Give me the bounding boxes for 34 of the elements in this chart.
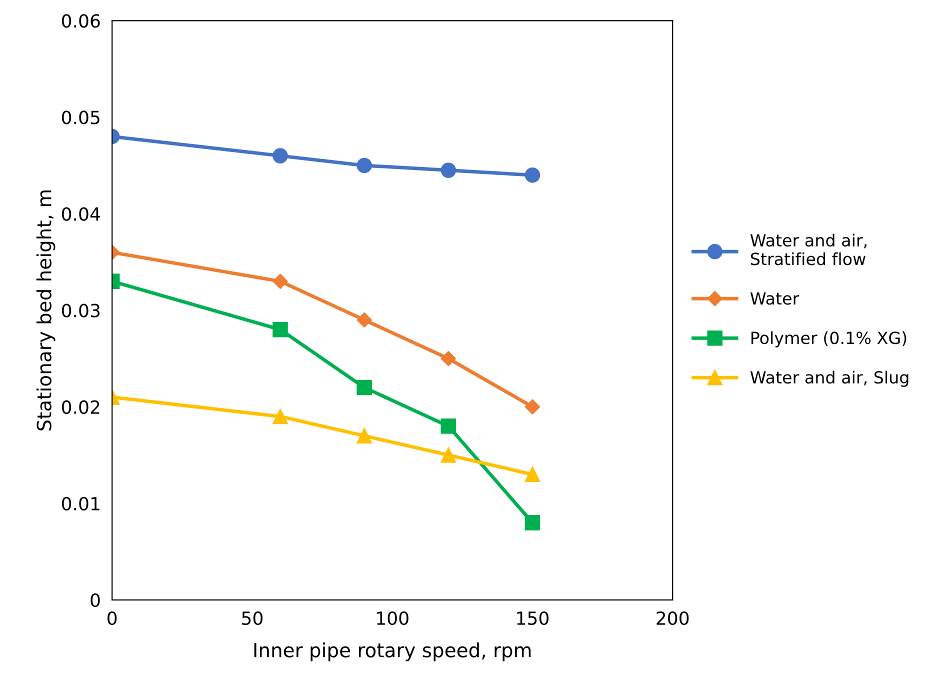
legend-label: Water	[750, 292, 800, 305]
point	[272, 322, 288, 338]
x-tick-label: 50	[242, 611, 263, 626]
point	[356, 428, 372, 444]
y-tick-label: 0.03	[62, 304, 100, 318]
point	[524, 399, 540, 414]
y-tick-label: 0.02	[62, 400, 100, 414]
point	[524, 515, 540, 530]
point	[356, 380, 372, 396]
x-tick-label: 150	[517, 611, 549, 626]
point	[524, 167, 540, 183]
point	[356, 312, 372, 328]
point	[272, 408, 288, 424]
x-tick-label: 0	[108, 611, 117, 626]
point	[272, 148, 288, 164]
x-axis-title: Inner pipe rotary speed, rpm	[254, 642, 531, 662]
point	[356, 158, 372, 174]
legend-label: Water and air, Stratified flow	[750, 234, 866, 266]
y-tick-label: 0.06	[62, 14, 100, 28]
point	[440, 350, 456, 366]
point	[524, 466, 540, 482]
point	[440, 418, 456, 434]
point	[272, 274, 288, 289]
point	[440, 162, 456, 178]
x-tick-label: 100	[377, 611, 408, 626]
y-tick-label: 0	[90, 593, 100, 608]
y-axis-title: Stationary bed height, m	[36, 190, 56, 430]
point	[440, 447, 456, 463]
y-tick-label: 0.01	[62, 496, 100, 511]
y-tick-label: 0.05	[62, 110, 100, 124]
y-tick-label: 0.04	[62, 207, 100, 221]
legend-label: Water and air, Slug	[750, 370, 908, 387]
x-tick-label: 200	[656, 611, 689, 626]
legend-label: Polymer (0.1% XG)	[752, 331, 906, 348]
